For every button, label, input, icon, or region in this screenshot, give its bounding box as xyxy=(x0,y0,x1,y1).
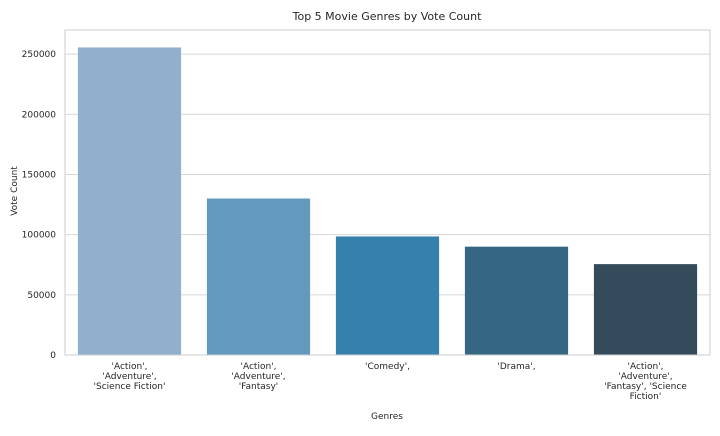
y-tick-labels: 0 50000 100000 150000 200000 250000 xyxy=(22,50,57,361)
chart-title: Top 5 Movie Genres by Vote Count xyxy=(292,10,482,23)
x-category-label: 'Comedy', xyxy=(365,362,410,372)
bar xyxy=(77,47,182,355)
x-category-label: 'Action', 'Adventure', 'Science Fiction' xyxy=(94,362,166,392)
y-tick-label: 200000 xyxy=(22,110,57,120)
y-axis-label: Vote Count xyxy=(10,166,20,216)
y-tick-label: 250000 xyxy=(22,50,57,60)
plot-frame xyxy=(64,29,711,356)
bar xyxy=(593,264,698,355)
y-tick-label: 50000 xyxy=(27,291,56,301)
bars xyxy=(77,47,698,355)
y-tick-label: 150000 xyxy=(22,170,57,180)
x-category-label: 'Action', 'Adventure', 'Fantasy', 'Science… xyxy=(604,362,687,402)
x-category-label: 'Action', 'Adventure', 'Fantasy' xyxy=(231,362,285,392)
bar xyxy=(335,236,440,355)
y-tick-label: 0 xyxy=(50,351,56,361)
bar xyxy=(464,246,569,355)
bar xyxy=(206,198,311,355)
y-tick-label: 100000 xyxy=(22,231,57,241)
x-category-label: 'Drama', xyxy=(497,362,535,372)
x-axis-label: Genres xyxy=(371,412,403,422)
x-category-labels: 'Action', 'Adventure', 'Science Fiction' 'A… xyxy=(94,362,688,402)
